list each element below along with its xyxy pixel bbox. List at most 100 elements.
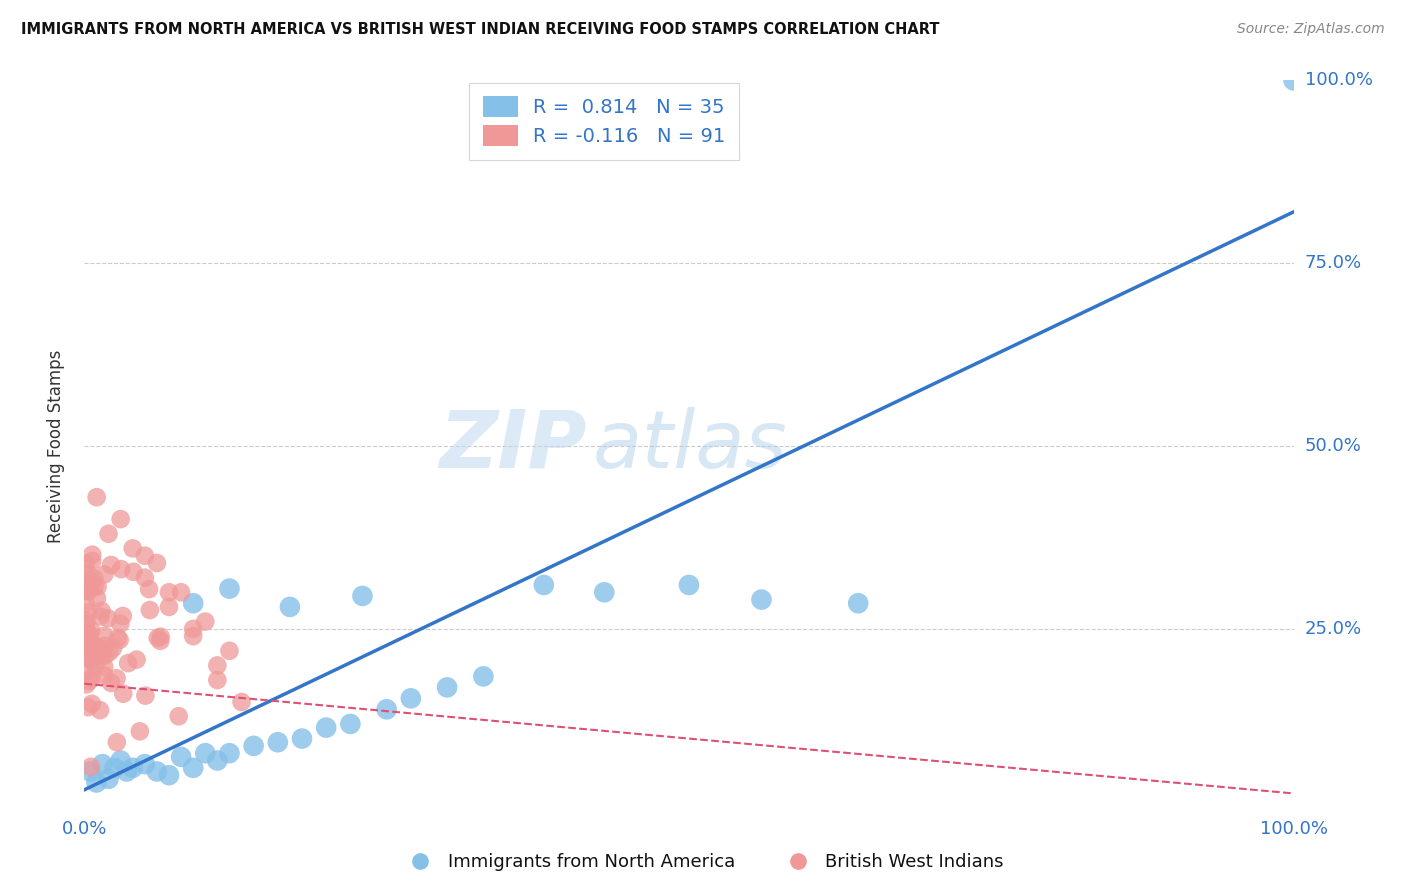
Point (108, 632, 131, 647)
Point (75, 557, 97, 571)
Point (75, 632, 97, 646)
Point (128, 724, 150, 739)
Point (181, 622, 204, 636)
Point (76, 606, 98, 620)
Point (76, 614, 98, 628)
Point (76, 626, 98, 640)
Point (846, 596, 869, 610)
Point (84, 658, 107, 673)
Point (80, 760, 103, 774)
Point (75, 677, 97, 691)
Point (93, 660, 115, 674)
Legend: R =  0.814   N = 35, R = -0.116   N = 91: R = 0.814 N = 35, R = -0.116 N = 91 (470, 83, 740, 160)
Point (207, 754, 229, 768)
Point (218, 644, 240, 658)
Point (157, 585, 180, 599)
Point (181, 629, 204, 643)
Point (104, 761, 127, 775)
Point (593, 585, 616, 599)
Point (352, 589, 374, 603)
Point (170, 585, 193, 599)
Point (93, 567, 115, 582)
Point (80, 624, 103, 638)
Point (77, 582, 100, 597)
Point (90, 648, 112, 663)
Text: 100.0%: 100.0% (1305, 71, 1372, 89)
Point (218, 746, 240, 760)
Point (339, 717, 361, 731)
Point (110, 562, 132, 576)
Text: 25.0%: 25.0% (1305, 620, 1362, 638)
Point (110, 754, 132, 768)
Point (80, 697, 103, 711)
Point (218, 582, 240, 596)
Point (115, 764, 138, 779)
Point (80, 671, 103, 685)
Point (194, 615, 217, 629)
Point (93, 629, 115, 643)
Point (77, 650, 100, 665)
Point (77, 583, 100, 598)
Point (105, 671, 128, 685)
Point (97, 772, 120, 786)
Point (139, 603, 162, 617)
Point (121, 761, 143, 775)
Point (75, 584, 97, 599)
Point (77, 566, 100, 581)
Point (122, 565, 145, 579)
Point (80, 653, 103, 667)
Point (472, 669, 495, 683)
Text: 50.0%: 50.0% (1305, 437, 1361, 455)
Point (134, 689, 156, 703)
Point (207, 673, 229, 687)
Point (278, 599, 301, 614)
Point (75, 579, 97, 593)
Point (112, 687, 135, 701)
Point (93, 668, 115, 682)
Point (89, 641, 111, 656)
Point (267, 735, 290, 749)
Point (146, 764, 169, 779)
Point (86, 580, 108, 594)
Point (90, 609, 112, 624)
Point (181, 761, 204, 775)
Point (100, 676, 122, 690)
Point (111, 609, 134, 624)
Point (146, 631, 169, 645)
Legend: Immigrants from North America, British West Indians: Immigrants from North America, British W… (395, 847, 1011, 879)
Point (149, 633, 172, 648)
Point (77, 645, 100, 659)
Point (97, 526, 120, 541)
Point (75, 583, 97, 598)
Point (157, 768, 180, 782)
Point (194, 746, 217, 760)
Point (291, 731, 314, 746)
Point (75, 663, 97, 677)
Point (82, 548, 104, 562)
Point (90, 604, 112, 618)
Point (77, 632, 100, 646)
Point (91, 757, 114, 772)
Point (110, 616, 132, 631)
Point (97, 611, 120, 625)
Point (83, 638, 105, 652)
Point (170, 749, 193, 764)
Point (110, 512, 132, 526)
Point (181, 596, 204, 610)
Point (86, 591, 108, 606)
Point (751, 592, 773, 607)
Point (101, 641, 124, 656)
Point (82, 647, 104, 661)
Text: 75.0%: 75.0% (1305, 254, 1362, 272)
Point (75, 597, 97, 611)
Point (77, 700, 100, 714)
Point (242, 739, 264, 753)
Point (375, 702, 398, 716)
Point (399, 691, 422, 706)
Point (146, 556, 169, 570)
Point (83, 572, 105, 586)
Text: ZIP: ZIP (439, 407, 586, 485)
Text: Source: ZipAtlas.com: Source: ZipAtlas.com (1237, 22, 1385, 37)
Point (678, 578, 700, 592)
Point (86, 490, 108, 504)
